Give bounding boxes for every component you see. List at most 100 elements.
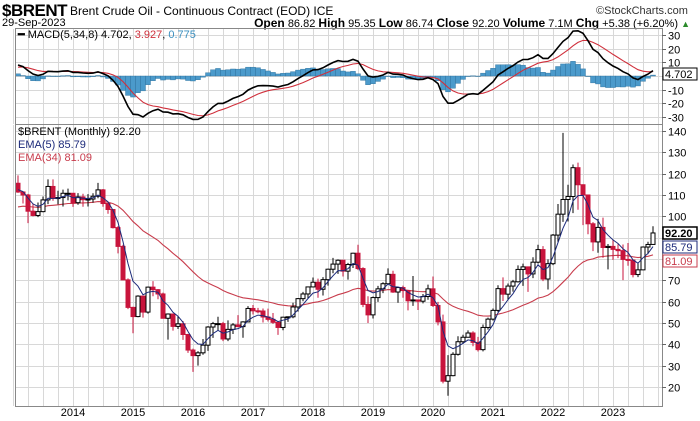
candle-body (60, 192, 66, 199)
macd-histogram-bar (470, 75, 476, 77)
candle-body (540, 249, 546, 280)
macd-histogram-bar (340, 70, 346, 77)
x-tick-label: 2018 (301, 407, 325, 419)
candle-body (395, 287, 401, 293)
candle-body (405, 290, 411, 302)
macd-histogram-bar (235, 68, 241, 77)
macd-panel (15, 29, 656, 121)
candle-body (305, 286, 311, 295)
candle-body (250, 307, 256, 312)
macd-histogram-bar (160, 75, 166, 81)
candle-body (215, 323, 221, 326)
price-legend: $BRENT (Monthly) 92.20 (18, 126, 141, 138)
candle-body (385, 273, 391, 285)
macd-tick-label: 30 (668, 31, 680, 43)
low-label: Low (378, 16, 403, 30)
close-label: Close (436, 16, 470, 30)
macd-histogram-bar (365, 75, 371, 85)
chg-label: Chg (575, 16, 600, 30)
candle-body (170, 313, 176, 327)
macd-histogram-bar (225, 69, 231, 77)
candle-body (415, 299, 421, 302)
macd-histogram-bar (185, 75, 191, 81)
macd-histogram-bar (460, 75, 466, 80)
candle-body (205, 326, 211, 346)
macd-histogram-bar (555, 66, 561, 77)
candle-body (175, 323, 181, 327)
macd-histogram-bar (615, 75, 621, 88)
candle-body (180, 323, 186, 335)
candle-body (560, 198, 566, 215)
candle-body (50, 185, 56, 199)
candle-body (475, 341, 481, 351)
candle-body (145, 286, 151, 313)
macd-histogram-bar (45, 75, 51, 77)
macd-histogram-bar (395, 75, 401, 78)
candle-body (430, 288, 436, 306)
candle-body (140, 295, 146, 313)
macd-histogram-bar (290, 71, 296, 77)
ema34-legend: EMA(34) 81.09 (18, 152, 92, 164)
candle-body (200, 344, 206, 354)
candle-body (485, 318, 491, 328)
volume-value: 7.1M (548, 18, 573, 30)
ema5-legend: EMA(5) 85.79 (18, 139, 86, 151)
candle-body (465, 332, 471, 338)
up-triangle-icon: ▲ (681, 19, 690, 29)
x-tick-label: 2019 (361, 407, 385, 419)
macd-histogram-bar (215, 68, 221, 77)
candle-body (620, 250, 626, 260)
candle-body (525, 266, 531, 275)
candle-body (35, 211, 41, 216)
candle-body (115, 227, 121, 247)
macd-histogram-bar (80, 75, 86, 78)
candle-body (85, 198, 91, 201)
candle-body (105, 203, 111, 210)
x-tick-label: 2016 (181, 407, 205, 419)
macd-histogram-bar (355, 73, 361, 77)
macd-histogram-bar (575, 64, 581, 77)
macd-histogram-bar (345, 71, 351, 77)
y-tick-label: 130 (668, 148, 686, 160)
y-tick-label: 20 (668, 383, 680, 395)
y-tick-label: 110 (668, 191, 686, 203)
macd-histogram-bar (90, 75, 96, 77)
macd-legend-sep2: , (162, 29, 168, 41)
copyright[interactable]: ©StockCharts.com (596, 5, 688, 17)
candle-body (375, 288, 381, 299)
candle-body (340, 259, 346, 272)
macd-histogram-bar (65, 75, 71, 77)
candle-body (270, 318, 276, 323)
macd-histogram-bar (605, 75, 611, 88)
candle-body (410, 299, 416, 302)
candle-body (65, 192, 71, 195)
candle-body (510, 281, 516, 287)
open-label: Open (254, 16, 285, 30)
candle-body (365, 303, 371, 316)
macd-histogram-bar (230, 68, 236, 77)
candle-body (635, 269, 641, 276)
macd-histogram-bar (560, 63, 566, 77)
y-tick-label: 100 (668, 212, 686, 224)
candle-body (645, 243, 651, 248)
macd-histogram-bar (620, 75, 626, 88)
macd-tag: 4.702 (665, 69, 693, 81)
macd-histogram-bar (645, 75, 651, 79)
low-value: 86.74 (405, 18, 434, 30)
macd-histogram-bar (30, 75, 36, 81)
macd-histogram-bar (70, 75, 76, 78)
y-tick-label: 70 (668, 276, 680, 288)
macd-histogram-bar (275, 73, 281, 77)
macd-histogram-bar (220, 69, 226, 77)
macd-histogram-bar (455, 75, 461, 84)
macd-legend-sep1: , (129, 29, 135, 41)
candle-body (425, 288, 431, 298)
y-tick-label: 120 (668, 170, 686, 182)
candle-body (185, 333, 191, 351)
candle-body (570, 167, 576, 197)
quote-date: 29-Sep-2023 (2, 17, 66, 29)
macd-histogram-bar (270, 72, 276, 77)
macd-histogram-bar (85, 75, 91, 78)
macd-histogram-bar (590, 75, 596, 84)
